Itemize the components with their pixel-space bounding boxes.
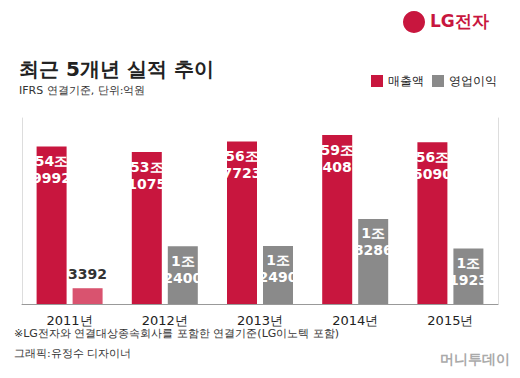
svg-text:56조: 56조 xyxy=(416,149,449,165)
svg-text:그래픽:유정수 디자이너: 그래픽:유정수 디자이너 xyxy=(14,347,131,360)
svg-text:※LG전자와 연결대상종속회사를 포함한 연결기준(LG이노: ※LG전자와 연결대상종속회사를 포함한 연결기준(LG이노텍 포함) xyxy=(14,327,339,340)
svg-text:IFRS 연결기준, 단위:억원: IFRS 연결기준, 단위:억원 xyxy=(19,84,145,97)
svg-text:54조: 54조 xyxy=(35,153,68,169)
svg-text:56조: 56조 xyxy=(225,148,258,164)
svg-text:2011년: 2011년 xyxy=(47,313,93,328)
svg-text:2014년: 2014년 xyxy=(332,313,378,328)
svg-text:59조: 59조 xyxy=(320,142,353,158)
svg-text:9992: 9992 xyxy=(32,170,71,186)
svg-text:2490: 2490 xyxy=(259,269,298,285)
svg-text:2400: 2400 xyxy=(163,270,202,286)
svg-text:머니투데이: 머니투데이 xyxy=(440,351,510,367)
svg-text:7723: 7723 xyxy=(223,165,262,181)
svg-text:영업이익: 영업이익 xyxy=(449,74,497,88)
svg-text:1조: 1조 xyxy=(457,255,481,271)
svg-text:LG전자: LG전자 xyxy=(430,11,489,31)
svg-text:매출액: 매출액 xyxy=(388,74,424,88)
svg-text:1조: 1조 xyxy=(266,252,290,268)
svg-text:1조: 1조 xyxy=(171,253,195,269)
svg-text:2012년: 2012년 xyxy=(142,313,188,328)
svg-text:1조: 1조 xyxy=(361,225,385,241)
svg-text:8286: 8286 xyxy=(354,242,393,258)
svg-text:5090: 5090 xyxy=(413,166,452,182)
svg-text:53조: 53조 xyxy=(130,159,163,175)
svg-text:최근 5개년 실적 추이: 최근 5개년 실적 추이 xyxy=(19,57,214,81)
svg-text:408: 408 xyxy=(323,159,352,175)
svg-text:1075: 1075 xyxy=(127,176,166,192)
svg-text:2013년: 2013년 xyxy=(237,313,283,328)
svg-text:1923: 1923 xyxy=(449,272,488,288)
svg-text:3392: 3392 xyxy=(68,266,107,282)
svg-text:2015년: 2015년 xyxy=(427,313,473,328)
